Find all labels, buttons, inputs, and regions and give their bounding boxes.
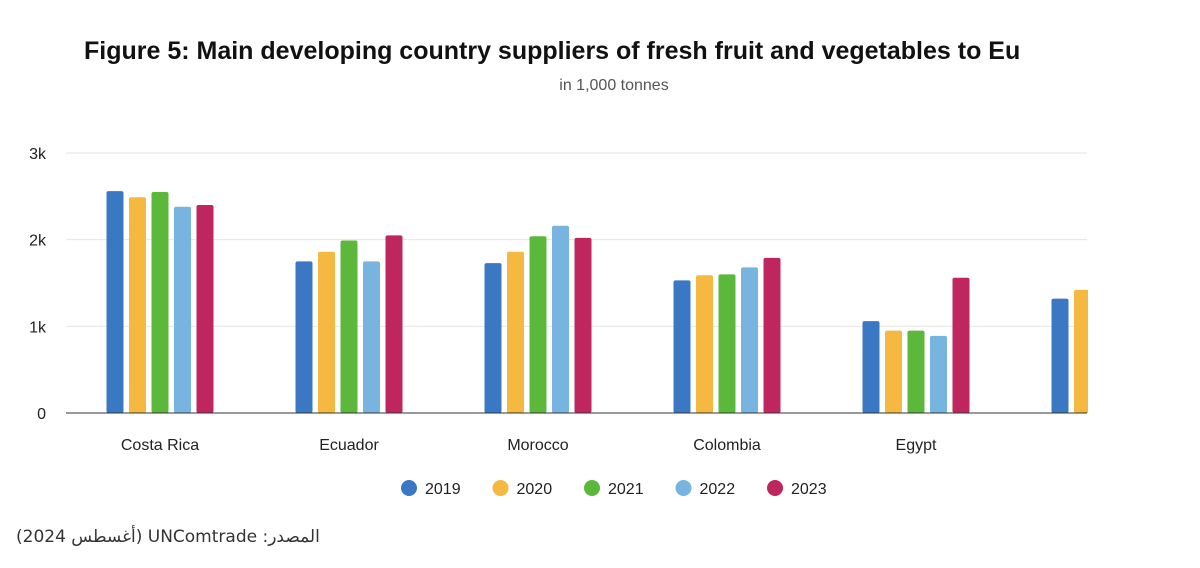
- bar-ecuador-2023[interactable]: [385, 235, 403, 413]
- y-axis-ticks: 0 1k 2k 3k: [29, 146, 47, 423]
- legend-marker: [584, 480, 600, 496]
- bars: [106, 191, 1091, 413]
- bar-ecuador-2022[interactable]: [363, 261, 380, 413]
- x-tick-label: Morocco: [507, 437, 568, 454]
- y-tick-label: 3k: [29, 146, 47, 163]
- bar-morocco-2022[interactable]: [552, 225, 569, 413]
- bar-egypt-2019[interactable]: [862, 321, 880, 413]
- bar-ecuador-2021[interactable]: [340, 240, 358, 413]
- x-tick-label: Ecuador: [319, 437, 379, 454]
- legend-item-2022[interactable]: 2022: [675, 480, 736, 498]
- bar-egypt-2020[interactable]: [885, 330, 902, 413]
- legend-label: 2022: [700, 481, 736, 498]
- y-tick-label: 2k: [29, 233, 47, 250]
- bar-costa-rica-2020[interactable]: [129, 197, 146, 413]
- bar-morocco-2020[interactable]: [507, 251, 524, 413]
- bar-sou-2019[interactable]: [1051, 298, 1069, 413]
- legend-marker: [675, 480, 692, 496]
- bar-colombia-2022[interactable]: [741, 267, 758, 413]
- legend-item-2021[interactable]: 2021: [584, 480, 644, 498]
- x-tick-label: Colombia: [693, 437, 761, 454]
- legend-label: 2020: [517, 481, 553, 498]
- bar-colombia-2020[interactable]: [696, 275, 713, 413]
- bar-colombia-2021[interactable]: [718, 274, 736, 413]
- legend-item-2019[interactable]: 2019: [401, 480, 461, 498]
- bar-morocco-2021[interactable]: [529, 236, 547, 413]
- x-axis-labels: Costa Rica Ecuador Morocco Colombia Egypt Sou: [121, 437, 1119, 454]
- bar-costa-rica-2022[interactable]: [174, 206, 191, 413]
- bar-egypt-2023[interactable]: [952, 277, 970, 413]
- x-tick-label: Costa Rica: [121, 437, 199, 454]
- bar-colombia-2023[interactable]: [763, 257, 781, 413]
- source-note: المصدر: UNComtrade (أغسطس 2024): [16, 527, 320, 547]
- legend-label: 2023: [791, 481, 827, 498]
- y-tick-label: 1k: [29, 319, 47, 336]
- legend: 2019 2020 2021 2022 2023: [401, 480, 827, 498]
- y-tick-label: 0: [37, 406, 46, 423]
- legend-marker: [492, 480, 509, 496]
- bar-costa-rica-2019[interactable]: [106, 191, 124, 413]
- chart-subtitle: in 1,000 tonnes: [559, 77, 668, 94]
- bar-morocco-2019[interactable]: [484, 263, 502, 413]
- bar-costa-rica-2021[interactable]: [151, 192, 169, 413]
- legend-label: 2019: [425, 481, 461, 498]
- legend-label: 2021: [608, 481, 644, 498]
- legend-item-2020[interactable]: 2020: [492, 480, 553, 498]
- bar-costa-rica-2023[interactable]: [196, 205, 214, 413]
- bar-ecuador-2019[interactable]: [295, 261, 313, 413]
- bar-ecuador-2020[interactable]: [318, 251, 335, 413]
- legend-item-2023[interactable]: 2023: [767, 480, 827, 498]
- bar-morocco-2023[interactable]: [574, 237, 592, 413]
- bar-sou-2020[interactable]: [1074, 289, 1091, 413]
- bar-egypt-2021[interactable]: [907, 330, 925, 413]
- x-tick-label: Sou: [1091, 437, 1119, 454]
- legend-marker: [767, 480, 783, 496]
- x-tick-label: Egypt: [896, 437, 937, 454]
- bar-egypt-2022[interactable]: [930, 335, 947, 413]
- chart-title: Figure 5: Main developing country suppli…: [84, 37, 1020, 65]
- legend-marker: [401, 480, 417, 496]
- bar-colombia-2019[interactable]: [673, 280, 691, 413]
